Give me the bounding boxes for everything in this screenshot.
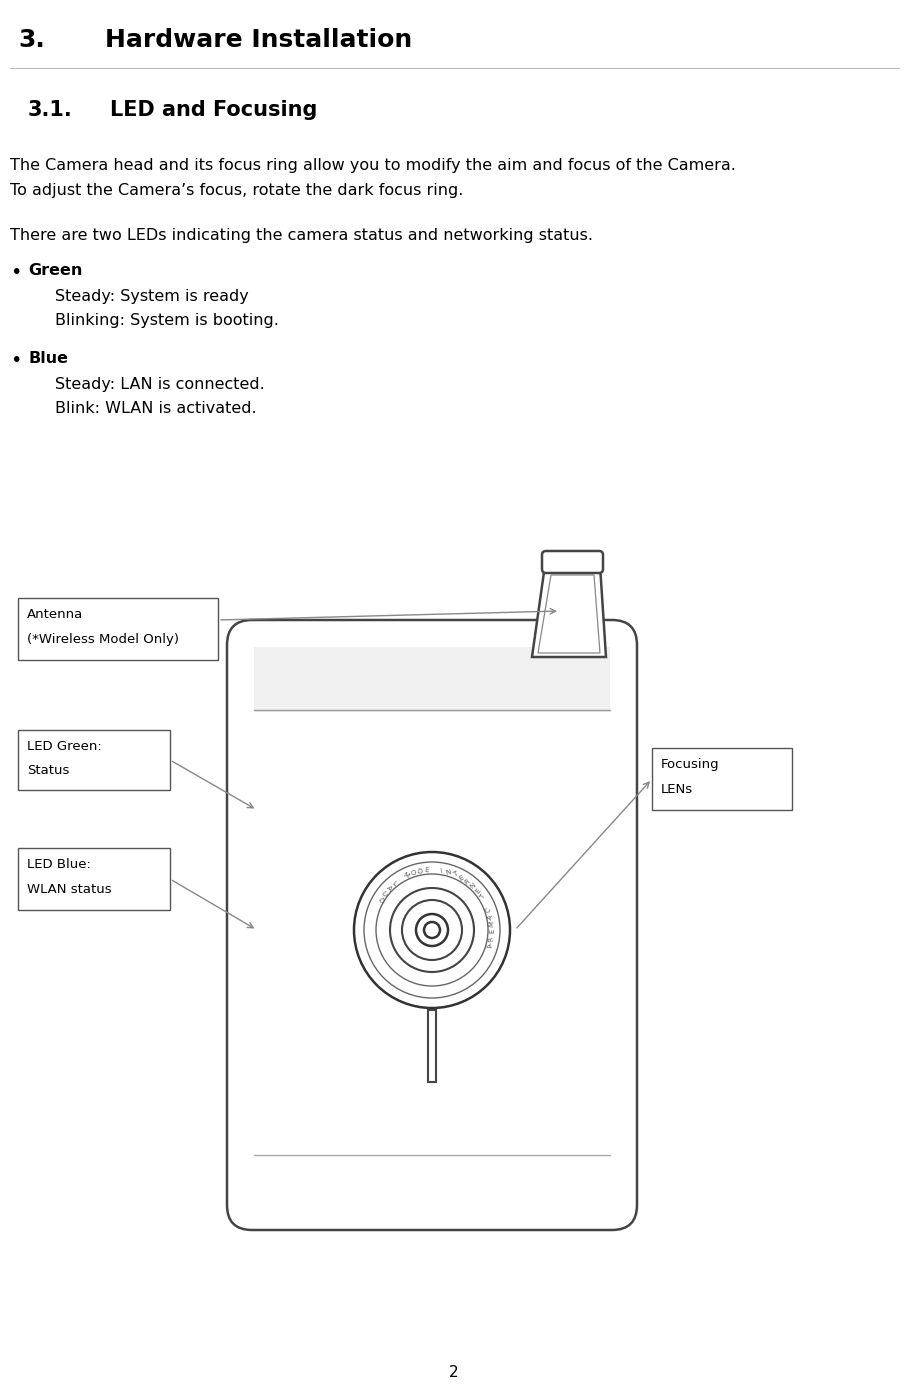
Text: To adjust the Camera’s focus, rotate the dark focus ring.: To adjust the Camera’s focus, rotate the… (10, 183, 464, 198)
Text: Focusing: Focusing (661, 758, 720, 771)
Text: Status: Status (27, 764, 69, 778)
Bar (18, 847, 170, 910)
Text: •: • (10, 350, 22, 370)
Text: LED Blue:: LED Blue: (27, 859, 91, 871)
Text: T: T (478, 893, 486, 900)
Text: R: R (488, 935, 494, 941)
Text: E: E (458, 874, 464, 881)
Text: N: N (469, 882, 477, 891)
Bar (428, 1009, 436, 1082)
Text: LED and Focusing: LED and Focusing (110, 101, 317, 120)
Text: O: O (409, 870, 416, 877)
Text: U: U (380, 891, 388, 898)
Text: N: N (445, 868, 452, 875)
Text: Green: Green (28, 262, 83, 278)
Text: There are two LEDs indicating the camera status and networking status.: There are two LEDs indicating the camera… (10, 228, 593, 243)
Bar (254, 646, 610, 712)
Text: 3.1.: 3.1. (28, 101, 73, 120)
Text: Hardware Installation: Hardware Installation (105, 28, 413, 52)
Text: A: A (487, 914, 494, 920)
Text: A: A (385, 885, 393, 892)
FancyBboxPatch shape (227, 620, 637, 1230)
Text: E: E (425, 867, 429, 874)
Text: Steady: LAN is connected.: Steady: LAN is connected. (55, 377, 265, 392)
Text: L: L (391, 879, 397, 888)
Text: E: E (489, 930, 495, 934)
Text: M: M (488, 921, 495, 927)
Text: •: • (10, 262, 22, 282)
Polygon shape (532, 565, 606, 658)
Text: A: A (486, 942, 494, 949)
Text: Blue: Blue (28, 350, 68, 366)
Text: 3.: 3. (18, 28, 45, 52)
Text: LED Green:: LED Green: (27, 740, 102, 752)
Text: T: T (452, 871, 458, 878)
Bar (18, 597, 218, 660)
Text: Blinking: System is booting.: Blinking: System is booting. (55, 313, 279, 328)
Text: (*Wireless Model Only): (*Wireless Model Only) (27, 632, 179, 646)
Text: Antenna: Antenna (27, 609, 84, 621)
Text: WLAN status: WLAN status (27, 882, 112, 896)
Text: E: E (474, 888, 482, 895)
Text: C: C (485, 907, 492, 913)
Text: The Camera head and its focus ring allow you to modify the aim and focus of the : The Camera head and its focus ring allow… (10, 158, 736, 173)
Text: R: R (464, 878, 471, 885)
FancyBboxPatch shape (542, 551, 603, 572)
Text: D: D (416, 868, 423, 875)
Bar (652, 748, 792, 810)
Bar (18, 730, 170, 790)
Text: Steady: System is ready: Steady: System is ready (55, 289, 249, 304)
Text: LENs: LENs (661, 783, 694, 796)
Text: M: M (402, 872, 410, 879)
Text: D: D (376, 896, 384, 903)
Text: Blink: WLAN is activated.: Blink: WLAN is activated. (55, 401, 256, 416)
Text: 2: 2 (449, 1365, 459, 1381)
Text: I: I (440, 867, 443, 874)
